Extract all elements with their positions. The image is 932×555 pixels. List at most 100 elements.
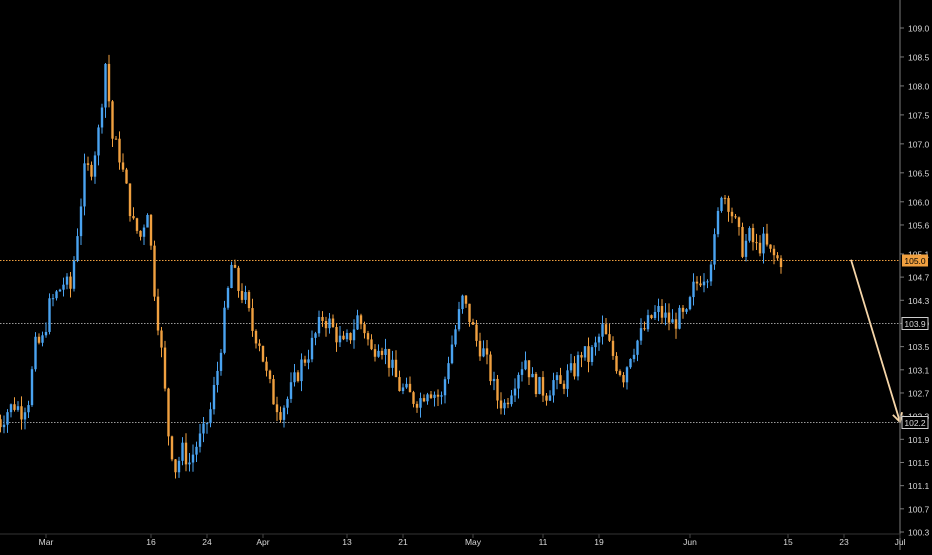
x-tick-label: 23 [839, 537, 849, 547]
candle-body [699, 283, 702, 286]
candle-body [188, 462, 191, 465]
candle-body [454, 329, 457, 345]
candle-body [737, 217, 741, 227]
candle-body [408, 383, 412, 393]
candle-body [296, 372, 300, 382]
y-tick-label: 104.7 [908, 273, 930, 283]
candle-body [478, 340, 482, 357]
x-tick-label: 11 [539, 537, 548, 547]
candle-body [692, 281, 695, 298]
y-tick-label: 106.0 [908, 197, 930, 207]
y-tick-label: 101.9 [908, 435, 930, 445]
candle-body [366, 333, 370, 340]
level-label-box [901, 416, 929, 429]
candle-body [482, 348, 485, 357]
candle-body [772, 248, 776, 256]
candle-body [604, 324, 608, 335]
candle-body [562, 383, 566, 389]
y-tick-label: 103.1 [908, 365, 930, 375]
candle-body [384, 348, 387, 355]
candle-body [716, 210, 720, 235]
candle-body [310, 337, 314, 360]
candle-body [135, 218, 139, 231]
x-tick-label: May [465, 537, 482, 547]
candle-body [426, 394, 429, 402]
candle-body [205, 423, 209, 425]
candle-body [380, 350, 384, 355]
candle-body [643, 328, 646, 330]
candle-body [657, 306, 660, 312]
candle-body [58, 289, 62, 292]
candle-body [268, 370, 272, 380]
candle-body [72, 260, 76, 289]
candle-body [461, 295, 464, 310]
candle-body [321, 316, 324, 321]
candle-body [447, 363, 450, 380]
candle-body [195, 446, 198, 455]
candle-body [237, 267, 240, 291]
candle-body [359, 315, 363, 325]
candle-body [69, 276, 72, 289]
candle-body [636, 340, 639, 355]
candle-body [167, 388, 170, 437]
candle-body [573, 363, 576, 377]
candle-body [555, 375, 559, 381]
candle-body [300, 359, 303, 382]
candle-body [499, 400, 503, 409]
candle-body [132, 216, 135, 219]
candle-body [345, 332, 349, 340]
candle-body [163, 347, 167, 389]
x-tick-label: Apr [256, 537, 269, 547]
candle-body [440, 395, 443, 397]
candle-body [118, 138, 121, 163]
candle-body [240, 290, 244, 300]
candle-body [6, 412, 9, 425]
candle-body [566, 370, 569, 389]
candle-body [744, 240, 748, 257]
candle-body [765, 233, 769, 245]
candle-body [464, 295, 468, 304]
level-label: 105.0 [904, 256, 926, 266]
candle-body [51, 298, 55, 300]
candle-body [209, 409, 212, 424]
candle-body [107, 63, 111, 102]
candle-body [433, 394, 436, 398]
y-tick-label: 102.7 [908, 388, 930, 398]
candle-body [121, 162, 125, 170]
candle-body [755, 242, 758, 244]
candle-body [216, 370, 219, 385]
candle-body [415, 403, 419, 408]
candle-body [538, 377, 541, 395]
candle-body [62, 284, 65, 290]
candle-body [13, 404, 16, 410]
candle-body [576, 355, 580, 377]
candle-body [83, 163, 86, 207]
x-tick-label: 24 [202, 537, 212, 547]
candle-body [762, 233, 765, 254]
x-tick-label: 21 [398, 537, 408, 547]
candle-body [597, 336, 601, 343]
x-tick-label: 15 [783, 537, 793, 547]
candle-body [261, 345, 265, 362]
candle-body [125, 169, 128, 184]
candle-body [335, 327, 338, 343]
candle-body [86, 163, 90, 165]
candle-body [142, 227, 146, 237]
candle-body [55, 291, 58, 299]
level-label: 103.9 [904, 319, 926, 329]
candle-body [706, 281, 709, 283]
candle-body [524, 360, 527, 370]
candle-body [275, 404, 279, 413]
candle-body [212, 384, 216, 410]
candle-body [349, 332, 352, 341]
candle-body [485, 348, 489, 355]
candle-body [727, 198, 730, 212]
candle-body [569, 363, 573, 371]
x-tick-label: Jun [683, 537, 697, 547]
candle-body [104, 63, 107, 108]
level-label-box [902, 254, 928, 267]
candle-body [664, 312, 667, 318]
